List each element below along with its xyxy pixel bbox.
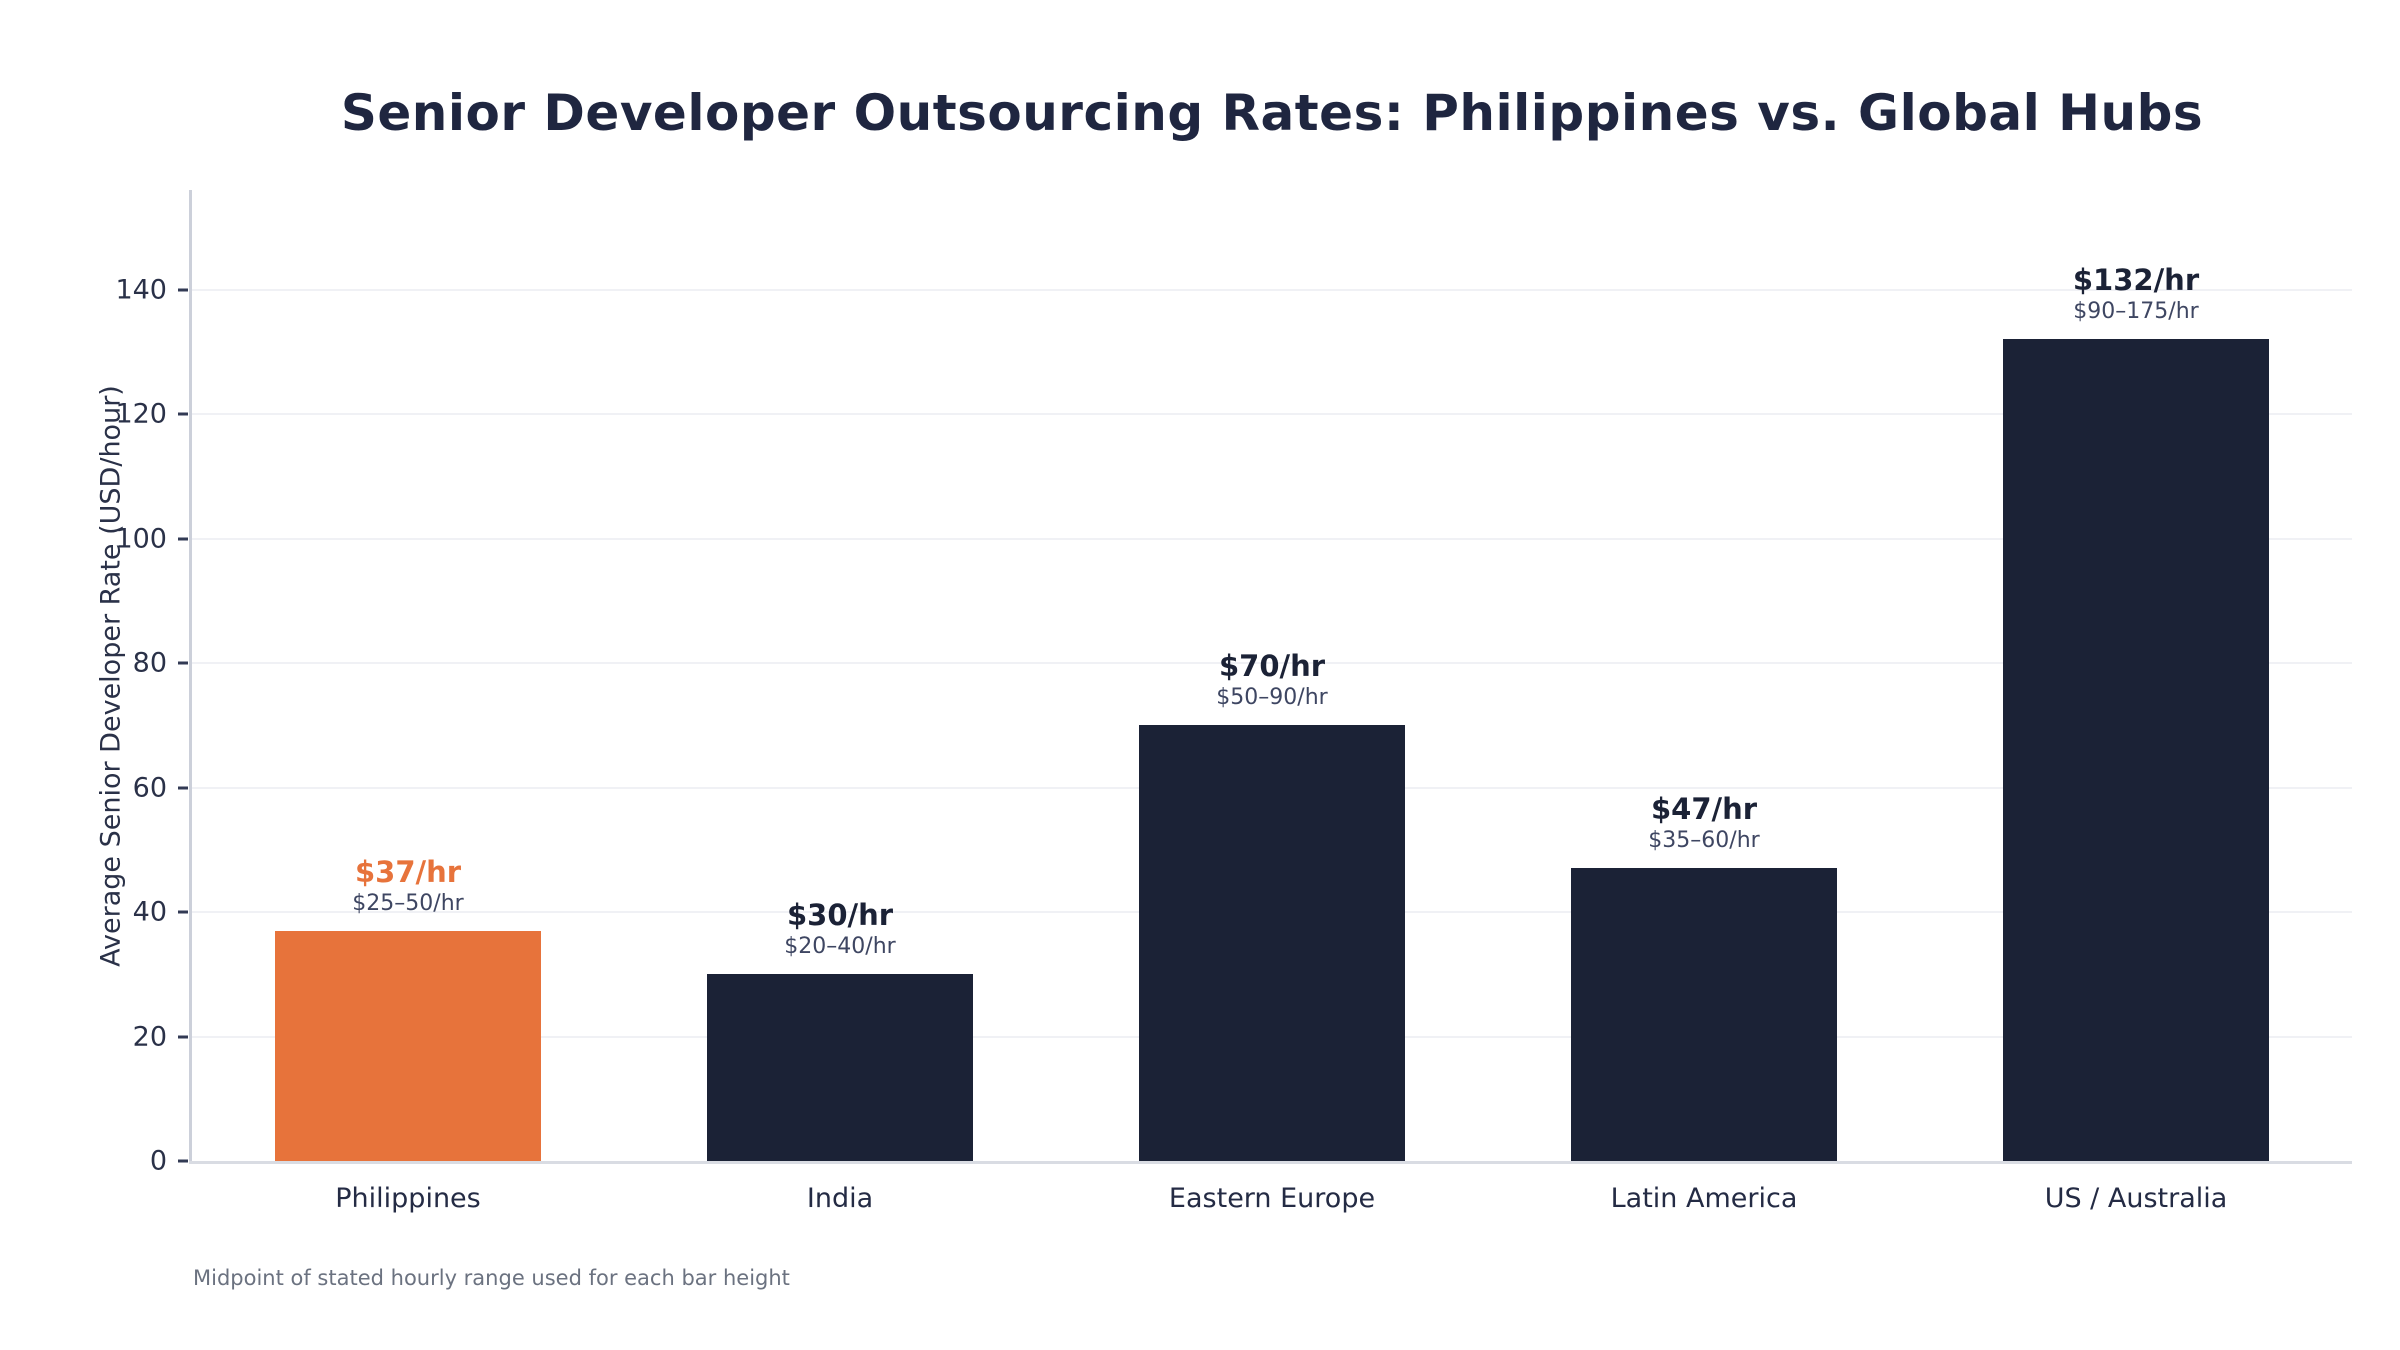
bar-labels-eastern-europe: $70/hr $50–90/hr bbox=[1216, 648, 1327, 711]
x-tick-label-latin-america: Latin America bbox=[1610, 1183, 1798, 1214]
gridline-y-120 bbox=[192, 413, 2352, 416]
x-tick-label-us-australia: US / Australia bbox=[2044, 1183, 2228, 1214]
y-tick-mark-20 bbox=[178, 1035, 188, 1039]
y-tick-label-80: 80 bbox=[132, 647, 167, 679]
bar-value-label-india: $30/hr bbox=[786, 898, 894, 933]
gridline-y-100 bbox=[192, 537, 2352, 540]
y-tick-label-0: 0 bbox=[149, 1145, 167, 1177]
gridline-y-80 bbox=[192, 662, 2352, 665]
y-tick-label-60: 60 bbox=[132, 772, 167, 804]
bar-labels-us-australia: $132/hr $90–175/hr bbox=[2073, 262, 2199, 325]
bar-eastern-europe bbox=[1139, 725, 1405, 1161]
y-tick-label-140: 140 bbox=[115, 274, 167, 306]
y-tick-label-100: 100 bbox=[115, 523, 167, 555]
bar-philippines bbox=[275, 930, 541, 1161]
bar-range-label-latin-america: $35–60/hr bbox=[1648, 828, 1760, 854]
gridline-y-140 bbox=[192, 288, 2352, 291]
bar-value-label-philippines: $37/hr bbox=[354, 854, 462, 889]
y-tick-label-20: 20 bbox=[132, 1021, 167, 1053]
y-tick-mark-140 bbox=[178, 288, 188, 292]
x-tick-label-india: India bbox=[806, 1183, 874, 1214]
bar-value-label-eastern-europe: $70/hr bbox=[1218, 649, 1326, 684]
y-axis-line bbox=[189, 190, 192, 1161]
bar-range-label-philippines: $25–50/hr bbox=[352, 890, 464, 916]
bar-value-label-us-australia: $132/hr bbox=[2072, 263, 2200, 298]
y-tick-mark-60 bbox=[178, 786, 188, 790]
chart-title: Senior Developer Outsourcing Rates: Phil… bbox=[340, 84, 2204, 142]
x-axis-line bbox=[189, 1161, 2352, 1164]
y-tick-mark-120 bbox=[178, 412, 188, 416]
y-tick-label-120: 120 bbox=[115, 398, 167, 430]
bar-range-label-india: $20–40/hr bbox=[784, 934, 896, 960]
y-tick-label-40: 40 bbox=[132, 896, 167, 928]
bar-range-label-us-australia: $90–175/hr bbox=[2073, 299, 2199, 325]
y-tick-mark-0 bbox=[178, 1159, 188, 1163]
y-tick-mark-100 bbox=[178, 537, 188, 541]
chart-footnote: Midpoint of stated hourly range used for… bbox=[193, 1266, 790, 1290]
bar-labels-philippines: $37/hr $25–50/hr bbox=[352, 854, 463, 917]
bar-labels-latin-america: $47/hr $35–60/hr bbox=[1648, 791, 1759, 854]
bar-value-label-latin-america: $47/hr bbox=[1650, 792, 1758, 827]
bar-range-label-eastern-europe: $50–90/hr bbox=[1216, 685, 1328, 711]
x-tick-label-eastern-europe: Eastern Europe bbox=[1168, 1183, 1376, 1214]
bar-latin-america bbox=[1571, 868, 1837, 1161]
plot-area: 0 20 40 60 80 100 120 140 $37/hr $25–50/hr Philipp… bbox=[115, 190, 2352, 1214]
y-tick-mark-40 bbox=[178, 910, 188, 914]
bar-labels-india: $30/hr $20–40/hr bbox=[784, 897, 895, 960]
y-axis-label: Average Senior Developer Rate (USD/hour) bbox=[95, 385, 127, 967]
bar-india bbox=[707, 974, 973, 1161]
x-tick-label-philippines: Philippines bbox=[335, 1183, 481, 1214]
y-tick-mark-80 bbox=[178, 661, 188, 665]
bar-us-australia bbox=[2003, 339, 2269, 1161]
